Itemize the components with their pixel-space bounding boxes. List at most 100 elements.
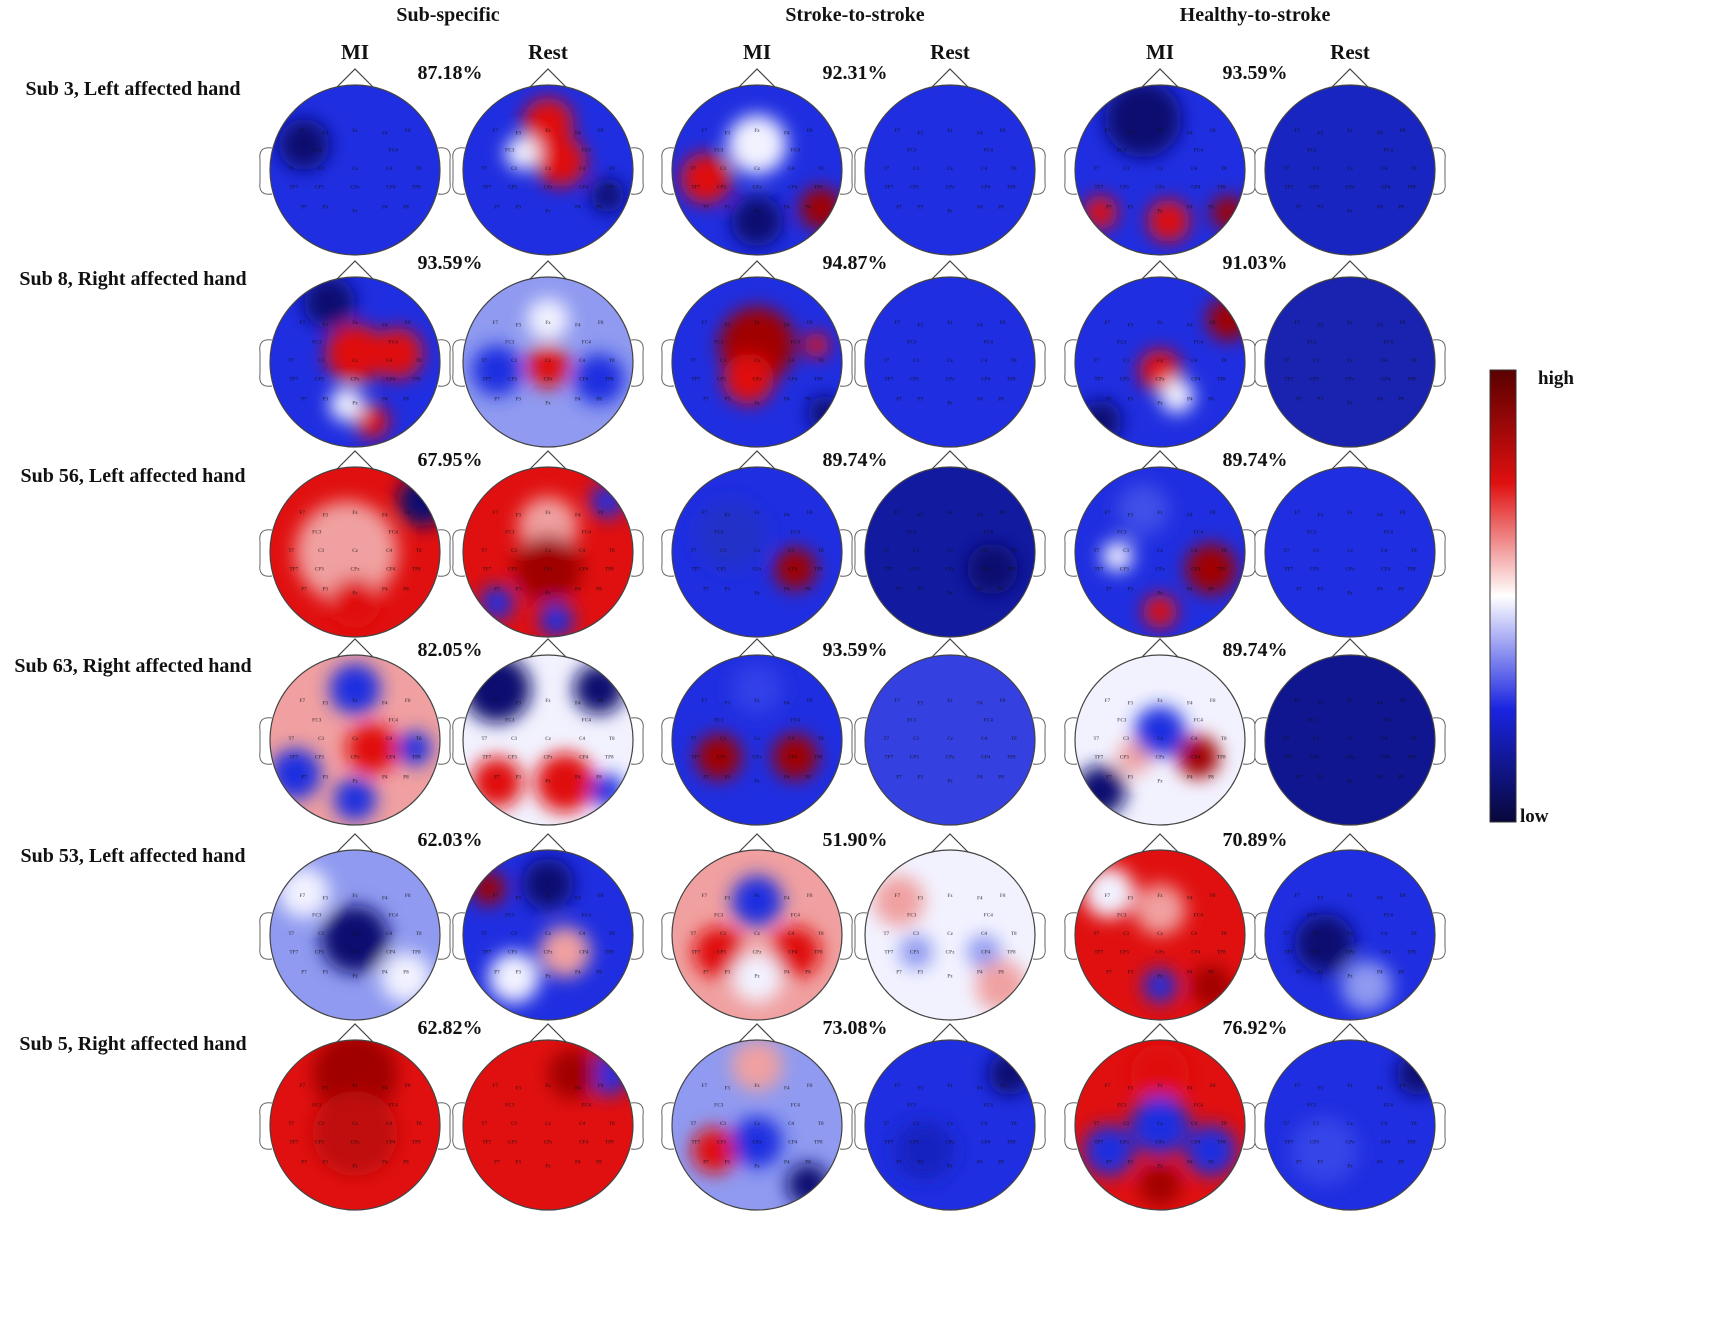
electrode-label: Cz bbox=[352, 549, 359, 554]
electrode-label: P7 bbox=[703, 397, 709, 402]
electrode-label: F8 bbox=[1400, 511, 1406, 516]
head-outline bbox=[1074, 84, 1246, 256]
activation-blob bbox=[1130, 1095, 1190, 1155]
left-ear-outline bbox=[661, 529, 675, 577]
electrode-label: TP8 bbox=[1217, 951, 1226, 956]
right-ear-outline bbox=[437, 529, 451, 577]
activation-blob bbox=[731, 1040, 783, 1091]
right-ear-outline bbox=[1032, 912, 1046, 960]
electrode-label: F4 bbox=[1187, 323, 1193, 328]
electrode-label: F4 bbox=[977, 701, 983, 706]
electrode-label: CP4 bbox=[788, 756, 798, 761]
electrode-label: F3 bbox=[1317, 323, 1323, 328]
electrode-label: CP3 bbox=[1120, 951, 1130, 956]
electrode-label: FC4 bbox=[984, 718, 994, 723]
electrode-label: F4 bbox=[1377, 513, 1383, 518]
electrode-label: FC4 bbox=[791, 1103, 801, 1108]
electrode-label: Cz bbox=[947, 737, 954, 742]
electrode-label: T8 bbox=[609, 1122, 615, 1127]
electrode-label: C4 bbox=[1191, 359, 1198, 364]
electrode-label: CP4 bbox=[788, 186, 798, 191]
electrode-label: P7 bbox=[896, 397, 902, 402]
electrode-label: C4 bbox=[386, 359, 393, 364]
electrode-label: F8 bbox=[1400, 1084, 1406, 1089]
electrode-label: F3 bbox=[724, 1086, 730, 1091]
electrode-label: P8 bbox=[998, 775, 1004, 780]
electrode-label: C3 bbox=[720, 1122, 727, 1127]
electrode-label: CP4 bbox=[1381, 1141, 1391, 1146]
electrode-label: T7 bbox=[481, 1122, 487, 1127]
electrode-label: TP7 bbox=[1094, 1141, 1103, 1146]
topomap-rest: F7 F3 Fz F4 F8 FC3 FC4 T7 C3 Cz C4 T8 TP7 CP3 CPz CP4 TP… bbox=[854, 833, 1046, 1021]
electrode-label: CPz bbox=[1346, 756, 1356, 761]
head-outline bbox=[1264, 466, 1436, 638]
electrode-label: P8 bbox=[1398, 1160, 1404, 1165]
left-ear-outline bbox=[1064, 717, 1078, 765]
nose-outline bbox=[738, 260, 776, 280]
head-outline bbox=[462, 849, 634, 1021]
electrode-label: Fz bbox=[1157, 129, 1163, 134]
topomap-mi: F7 F3 Fz F4 F8 FC3 FC4 T7 C3 Cz C4 T8 TP7 CP3 CPz CP4 TP… bbox=[661, 638, 853, 826]
electrode-label: T7 bbox=[690, 549, 696, 554]
condition-label-mi: MI bbox=[1146, 40, 1174, 64]
electrode-label: P8 bbox=[1208, 397, 1214, 402]
electrode-label: Pz bbox=[947, 1165, 953, 1170]
electrode-label: C4 bbox=[788, 737, 795, 742]
electrode-label: P7 bbox=[703, 970, 709, 975]
electrode-label: F7 bbox=[1295, 511, 1301, 516]
electrode-label: F3 bbox=[515, 701, 521, 706]
right-ear-outline bbox=[630, 147, 644, 195]
electrode-label: P7 bbox=[301, 775, 307, 780]
electrode-label: F4 bbox=[1187, 513, 1193, 518]
nose-outline bbox=[931, 260, 969, 280]
electrode-label: TP8 bbox=[605, 378, 614, 383]
head-outline bbox=[462, 466, 634, 638]
electrode-label: Cz bbox=[1157, 167, 1164, 172]
electrode-label: Cz bbox=[1157, 359, 1164, 364]
electrode-label: T7 bbox=[288, 932, 294, 937]
electrode-label: T8 bbox=[609, 932, 615, 937]
electrode-label: FC3 bbox=[505, 718, 515, 723]
electrode-label: P3 bbox=[322, 1160, 328, 1165]
electrode-label: F3 bbox=[917, 131, 923, 136]
right-ear-outline bbox=[630, 529, 644, 577]
electrode-label: Cz bbox=[352, 1122, 359, 1127]
electrode-label: P7 bbox=[1106, 775, 1112, 780]
electrode-label: F7 bbox=[1295, 321, 1301, 326]
electrode-label: TP7 bbox=[1284, 756, 1293, 761]
electrode-label: P4 bbox=[1187, 775, 1193, 780]
electrode-label: F4 bbox=[1187, 131, 1193, 136]
electrode-label: F7 bbox=[895, 1084, 901, 1089]
electrode-label: P4 bbox=[575, 1160, 581, 1165]
activation-blob bbox=[1134, 884, 1186, 935]
electrode-label: TP8 bbox=[1007, 756, 1016, 761]
electrode-label: Pz bbox=[545, 975, 551, 980]
accuracy-label: 76.92% bbox=[1222, 1017, 1288, 1039]
electrode-label: P4 bbox=[575, 970, 581, 975]
activation-blob bbox=[480, 586, 514, 620]
activation-blob bbox=[1079, 400, 1122, 443]
electrode-label: P4 bbox=[1187, 1160, 1193, 1165]
electrode-label: C4 bbox=[788, 932, 795, 937]
topomap-mi: F7 F3 Fz F4 F8 FC3 FC4 T7 C3 Cz C4 T8 TP7 CP3 CPz CP4 TP… bbox=[259, 260, 451, 448]
electrode-label: F4 bbox=[382, 323, 388, 328]
electrode-label: CP4 bbox=[1191, 756, 1201, 761]
head-outline bbox=[671, 1039, 843, 1211]
electrode-label: F8 bbox=[1210, 129, 1216, 134]
electrode-label: Cz bbox=[545, 549, 552, 554]
electrode-label: Fz bbox=[1347, 129, 1353, 134]
electrode-label: P7 bbox=[1106, 587, 1112, 592]
activation-blob bbox=[1075, 765, 1126, 817]
condition-label-rest: Rest bbox=[930, 40, 970, 64]
head-outline bbox=[269, 276, 441, 448]
electrode-label: F4 bbox=[382, 896, 388, 901]
electrode-label: C3 bbox=[318, 167, 325, 172]
electrode-label: CP3 bbox=[315, 378, 325, 383]
electrode-label: F3 bbox=[322, 1086, 328, 1091]
activation-blob bbox=[1206, 298, 1245, 341]
electrode-label: CP3 bbox=[717, 951, 727, 956]
electrode-label: F3 bbox=[322, 131, 328, 136]
activation-blob bbox=[333, 778, 377, 821]
electrode-label: Fz bbox=[545, 699, 551, 704]
electrode-label: P8 bbox=[596, 1160, 602, 1165]
